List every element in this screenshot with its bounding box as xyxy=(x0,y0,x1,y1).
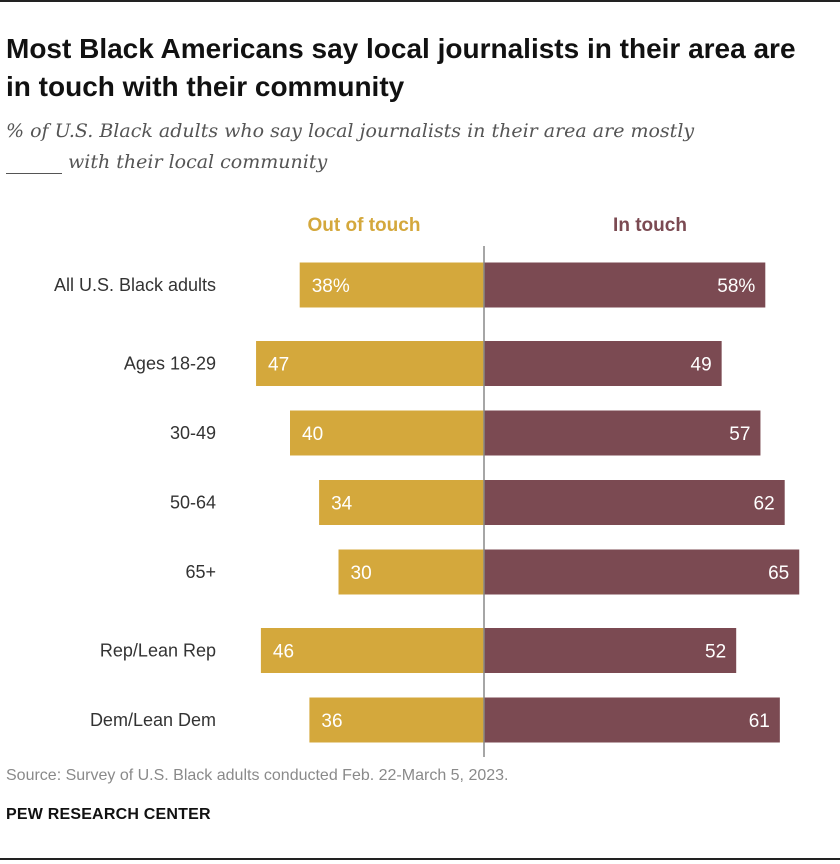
chart-subtitle: % of U.S. Black adults who say local jou… xyxy=(6,116,806,178)
bar-in-touch-rep-lean-rep xyxy=(484,628,737,673)
category-label-65: 65+ xyxy=(185,562,216,582)
value-label-in-touch-rep-lean-rep: 52 xyxy=(705,642,726,663)
category-label-50-64: 50-64 xyxy=(170,493,216,513)
diverging-bar-chart: Out of touch In touch All U.S. Black adult… xyxy=(54,215,800,757)
legend-in-touch: In touch xyxy=(613,215,687,236)
value-label-out-of-touch-all-u-s-black-adults: 38% xyxy=(312,276,350,297)
subtitle-line-1: % of U.S. Black adults who say local jou… xyxy=(6,120,695,142)
category-label-30-49: 30-49 xyxy=(170,423,216,443)
value-label-out-of-touch-30-49: 40 xyxy=(302,424,323,445)
bar-in-touch-50-64 xyxy=(484,480,785,525)
chart-title: Most Black Americans say local journalis… xyxy=(6,33,796,102)
value-label-in-touch-all-u-s-black-adults: 58% xyxy=(717,276,755,297)
bar-out-of-touch-rep-lean-rep xyxy=(260,628,484,673)
bar-in-touch-ages-18-29 xyxy=(484,341,722,386)
bar-in-touch-30-49 xyxy=(484,410,761,456)
bar-out-of-touch-ages-18-29 xyxy=(256,341,484,386)
category-label-dem-lean-dem: Dem/Lean Dem xyxy=(90,710,216,730)
value-label-out-of-touch-dem-lean-dem: 36 xyxy=(321,711,342,732)
bar-out-of-touch-50-64 xyxy=(319,480,484,525)
bar-in-touch-all-u-s-black-adults xyxy=(484,262,766,308)
bar-out-of-touch-65 xyxy=(338,549,484,595)
top-rule xyxy=(0,0,840,2)
bar-out-of-touch-30-49 xyxy=(290,410,484,456)
value-label-in-touch-ages-18-29: 49 xyxy=(691,355,712,376)
legend-out-of-touch: Out of touch xyxy=(308,215,421,236)
value-label-in-touch-50-64: 62 xyxy=(754,494,775,515)
value-label-out-of-touch-ages-18-29: 47 xyxy=(268,355,289,376)
bar-in-touch-dem-lean-dem xyxy=(484,697,780,743)
category-label-ages-18-29: Ages 18-29 xyxy=(124,354,216,374)
value-label-in-touch-65: 65 xyxy=(768,563,789,584)
value-label-in-touch-30-49: 57 xyxy=(729,424,750,445)
value-label-out-of-touch-rep-lean-rep: 46 xyxy=(273,642,294,663)
value-label-out-of-touch-65: 30 xyxy=(351,563,372,584)
bar-out-of-touch-all-u-s-black-adults xyxy=(299,262,484,308)
pew-research-center-logo: PEW RESEARCH CENTER xyxy=(6,806,211,823)
value-label-out-of-touch-50-64: 34 xyxy=(331,494,353,515)
source-note: Source: Survey of U.S. Black adults cond… xyxy=(6,767,509,784)
subtitle-line-2: with their local community xyxy=(68,151,328,173)
category-label-all-u-s-black-adults: All U.S. Black adults xyxy=(54,275,216,295)
value-label-in-touch-dem-lean-dem: 61 xyxy=(749,711,770,732)
subtitle-blank xyxy=(6,173,62,174)
bar-out-of-touch-dem-lean-dem xyxy=(309,697,484,743)
bottom-rule xyxy=(0,858,840,860)
bar-in-touch-65 xyxy=(484,549,800,595)
category-label-rep-lean-rep: Rep/Lean Rep xyxy=(100,641,216,661)
